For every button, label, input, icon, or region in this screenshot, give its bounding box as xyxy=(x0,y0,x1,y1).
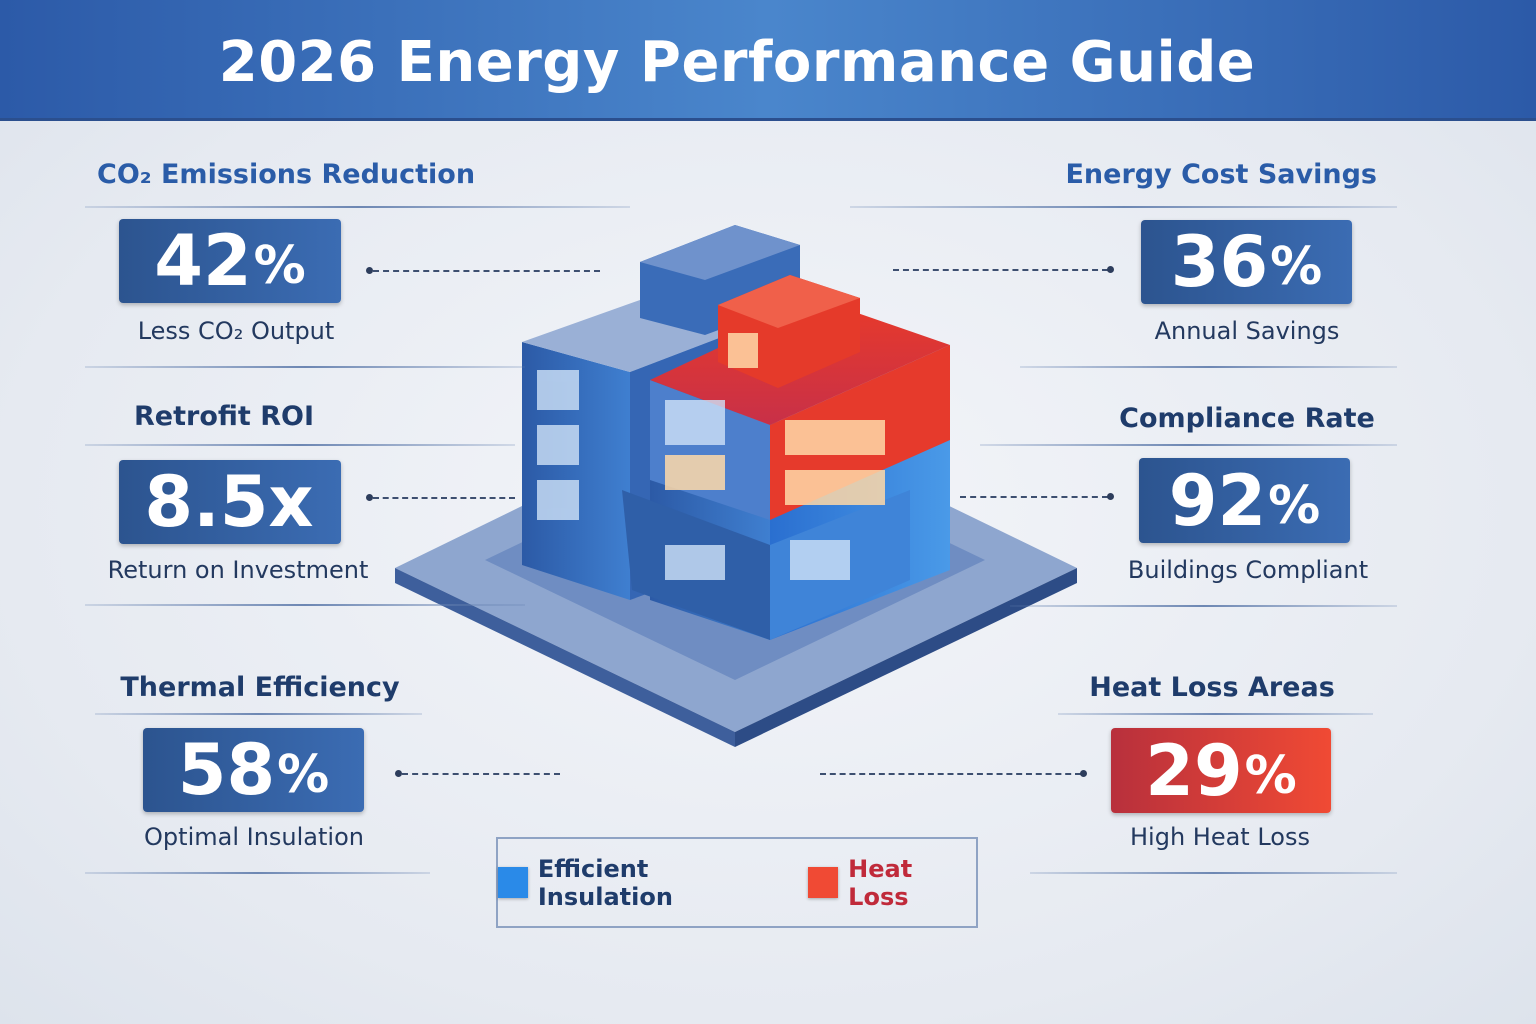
unit: % xyxy=(1268,475,1321,536)
divider xyxy=(95,713,422,715)
divider xyxy=(1058,713,1373,715)
divider xyxy=(85,604,525,606)
value: 8.5x xyxy=(144,461,314,543)
connector-line xyxy=(402,773,560,775)
connector-line xyxy=(373,270,600,272)
connector-dot xyxy=(395,770,402,777)
value: 36 xyxy=(1170,221,1269,303)
metric-title-thermal: Thermal Efficiency xyxy=(120,672,400,703)
legend: Efficient Insulation Heat Loss xyxy=(496,837,978,928)
connector-dot xyxy=(1107,266,1114,273)
page-title: 2026 Energy Performance Guide xyxy=(218,30,1256,95)
connector-dot xyxy=(366,267,373,274)
header-banner: 2026 Energy Performance Guide xyxy=(0,0,1536,121)
unit: % xyxy=(277,745,330,805)
metric-caption-roi: Return on Investment xyxy=(107,556,369,584)
red-square-icon xyxy=(808,867,839,898)
value: 29 xyxy=(1145,729,1243,812)
metric-title-roi: Retrofit ROI xyxy=(134,401,314,432)
connector-dot xyxy=(1080,770,1087,777)
divider xyxy=(1030,872,1397,874)
connector-line xyxy=(893,269,1108,271)
metric-value-heatloss: 29% xyxy=(1111,728,1331,813)
divider xyxy=(1010,605,1397,607)
divider xyxy=(850,206,1397,208)
divider xyxy=(85,444,515,446)
metric-caption-cost: Annual Savings xyxy=(1154,317,1340,345)
metric-title-cost: Energy Cost Savings xyxy=(1065,159,1377,190)
metric-caption-co2: Less CO₂ Output xyxy=(137,317,335,345)
legend-label-efficient: Efficient Insulation xyxy=(537,854,673,911)
connector-dot xyxy=(1107,493,1114,500)
metric-value-co2: 42% xyxy=(119,219,341,303)
value: 42 xyxy=(154,220,252,302)
metric-caption-compliance: Buildings Compliant xyxy=(1127,556,1369,584)
connector-line xyxy=(960,496,1108,498)
unit: % xyxy=(253,236,306,296)
metric-caption-heatloss: High Heat Loss xyxy=(1130,823,1310,851)
connector-line xyxy=(373,497,515,499)
divider xyxy=(85,872,430,874)
value: 92 xyxy=(1168,459,1267,542)
blue-square-icon xyxy=(498,867,528,898)
metric-title-co2: CO₂ Emissions Reduction xyxy=(97,159,476,190)
metric-title-heatloss: Heat Loss Areas xyxy=(1089,672,1335,703)
unit: % xyxy=(1270,237,1323,297)
metric-value-roi: 8.5x xyxy=(119,460,341,544)
metric-value-compliance: 92% xyxy=(1139,458,1350,543)
divider xyxy=(85,206,630,208)
value: 58 xyxy=(177,729,276,811)
metric-value-cost: 36% xyxy=(1141,220,1352,304)
divider xyxy=(1020,366,1397,368)
metric-title-compliance: Compliance Rate xyxy=(1119,403,1375,434)
unit: % xyxy=(1244,745,1297,806)
metric-caption-thermal: Optimal Insulation xyxy=(144,823,364,851)
divider xyxy=(85,366,525,368)
connector-line xyxy=(820,773,1081,775)
divider xyxy=(980,444,1397,446)
connector-dot xyxy=(366,494,373,501)
metric-value-thermal: 58% xyxy=(143,728,364,812)
legend-label-heat-loss: Heat Loss xyxy=(848,854,913,911)
